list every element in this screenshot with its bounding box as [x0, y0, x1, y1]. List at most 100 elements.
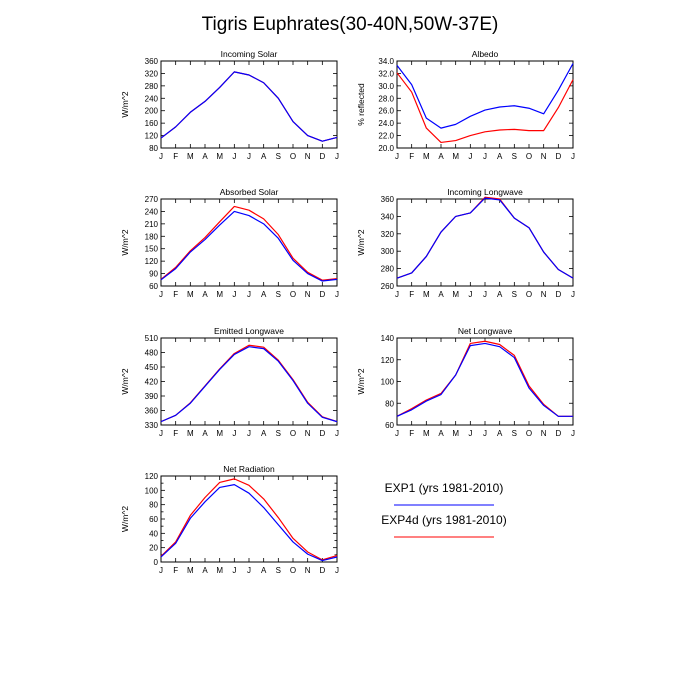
incoming-solar-xtick-label: F: [173, 152, 178, 161]
emitted-longwave-xtick-label: N: [305, 429, 311, 438]
incoming-solar-xtick-label: J: [159, 152, 163, 161]
net-radiation-xtick-label: A: [202, 566, 208, 575]
legend-label-exp1: EXP1 (yrs 1981-2010): [385, 481, 504, 495]
absorbed-solar-xtick-label: S: [276, 290, 281, 299]
incoming-longwave-xtick-label: J: [483, 290, 487, 299]
incoming-longwave-ytick-label: 320: [381, 230, 395, 239]
emitted-longwave-ylabel: W/m^2: [120, 368, 130, 394]
emitted-longwave-xtick-label: A: [261, 429, 267, 438]
incoming-solar-ylabel: W/m^2: [120, 91, 130, 117]
incoming-longwave-ylabel: W/m^2: [356, 229, 366, 255]
absorbed-solar-xtick-label: F: [173, 290, 178, 299]
net-longwave-ytick-label: 80: [385, 399, 394, 408]
albedo-title: Albedo: [472, 49, 499, 59]
incoming-solar-ytick-label: 80: [149, 144, 158, 153]
albedo-ytick-label: 26.0: [378, 107, 394, 116]
albedo-xtick-label: M: [423, 152, 430, 161]
net-longwave-xtick-label: F: [409, 429, 414, 438]
net-longwave-ylabel: W/m^2: [356, 368, 366, 394]
incoming-longwave-xtick-label: N: [541, 290, 547, 299]
albedo-xtick-label: F: [409, 152, 414, 161]
incoming-solar-ytick-label: 200: [145, 107, 159, 116]
incoming-longwave-xtick-label: J: [571, 290, 575, 299]
incoming-solar-ytick-label: 320: [145, 69, 159, 78]
absorbed-solar-ytick-label: 90: [149, 270, 158, 279]
albedo-xtick-label: S: [512, 152, 517, 161]
net-longwave-xtick-label: S: [512, 429, 517, 438]
albedo-ytick-label: 20.0: [378, 144, 394, 153]
net-longwave-xtick-label: J: [483, 429, 487, 438]
absorbed-solar-xtick-label: J: [335, 290, 339, 299]
emitted-longwave-title: Emitted Longwave: [214, 326, 284, 336]
emitted-longwave-xtick-label: S: [276, 429, 281, 438]
albedo-series-exp4d: [396, 72, 574, 144]
incoming-solar-ytick-label: 240: [145, 94, 159, 103]
albedo-xtick-label: A: [497, 152, 503, 161]
emitted-longwave-xtick-label: M: [216, 429, 223, 438]
net-longwave-xtick-label: M: [423, 429, 430, 438]
net-radiation-xtick-label: J: [232, 566, 236, 575]
incoming-solar-xtick-label: N: [305, 152, 311, 161]
absorbed-solar-xtick-label: J: [247, 290, 251, 299]
albedo-ytick-label: 28.0: [378, 94, 394, 103]
incoming-solar-title: Incoming Solar: [221, 49, 278, 59]
net-longwave-xtick-label: J: [395, 429, 399, 438]
net-radiation-xtick-label: M: [216, 566, 223, 575]
net-longwave-xtick-label: N: [541, 429, 547, 438]
net-radiation-title: Net Radiation: [223, 464, 275, 474]
incoming-longwave-xtick-label: A: [497, 290, 503, 299]
net-radiation-xtick-label: A: [261, 566, 267, 575]
emitted-longwave-ytick-label: 360: [145, 407, 159, 416]
absorbed-solar-ytick-label: 180: [145, 232, 159, 241]
absorbed-solar-ytick-label: 150: [145, 245, 159, 254]
incoming-longwave-ytick-label: 300: [381, 247, 395, 256]
incoming-solar-xtick-label: A: [261, 152, 267, 161]
net-radiation-xtick-label: J: [247, 566, 251, 575]
incoming-solar-ytick-label: 360: [145, 57, 159, 66]
emitted-longwave-series-exp1: [160, 346, 338, 423]
emitted-longwave-ytick-label: 480: [145, 349, 159, 358]
incoming-longwave-xtick-label: J: [395, 290, 399, 299]
albedo-ytick-label: 34.0: [378, 57, 394, 66]
absorbed-solar-xtick-label: J: [232, 290, 236, 299]
absorbed-solar-ytick-label: 270: [145, 195, 159, 204]
net-radiation-ylabel: W/m^2: [120, 506, 130, 532]
net-longwave-title: Net Longwave: [458, 326, 513, 336]
net-longwave-xtick-label: A: [497, 429, 503, 438]
emitted-longwave-ytick-label: 420: [145, 378, 159, 387]
incoming-solar-xtick-label: J: [232, 152, 236, 161]
albedo-xtick-label: J: [468, 152, 472, 161]
albedo-ytick-label: 30.0: [378, 82, 394, 91]
emitted-longwave-xtick-label: M: [187, 429, 194, 438]
net-radiation-series-exp4d: [160, 478, 338, 561]
net-longwave-ytick-label: 140: [381, 334, 395, 343]
incoming-solar-xtick-label: M: [187, 152, 194, 161]
net-radiation-ytick-label: 100: [145, 486, 159, 495]
incoming-solar-ytick-label: 160: [145, 119, 159, 128]
net-longwave-xtick-label: J: [571, 429, 575, 438]
net-longwave-ytick-label: 120: [381, 356, 395, 365]
emitted-longwave-xtick-label: D: [319, 429, 325, 438]
net-radiation-ytick-label: 60: [149, 515, 158, 524]
albedo-xtick-label: O: [526, 152, 532, 161]
emitted-longwave-ytick-label: 330: [145, 421, 159, 430]
absorbed-solar-frame: [160, 198, 338, 287]
absorbed-solar-xtick-label: A: [202, 290, 208, 299]
net-longwave-xtick-label: D: [555, 429, 561, 438]
incoming-longwave-xtick-label: M: [423, 290, 430, 299]
incoming-longwave-ytick-label: 260: [381, 282, 395, 291]
incoming-longwave-series-exp1: [396, 197, 574, 279]
incoming-longwave-xtick-label: S: [512, 290, 517, 299]
absorbed-solar-series-exp4d: [160, 205, 338, 281]
incoming-longwave-xtick-label: M: [452, 290, 459, 299]
incoming-longwave-xtick-label: A: [438, 290, 444, 299]
incoming-longwave-xtick-label: F: [409, 290, 414, 299]
incoming-longwave-xtick-label: D: [555, 290, 561, 299]
net-longwave-xtick-label: M: [452, 429, 459, 438]
net-longwave-xtick-label: A: [438, 429, 444, 438]
incoming-longwave-ytick-label: 340: [381, 212, 395, 221]
